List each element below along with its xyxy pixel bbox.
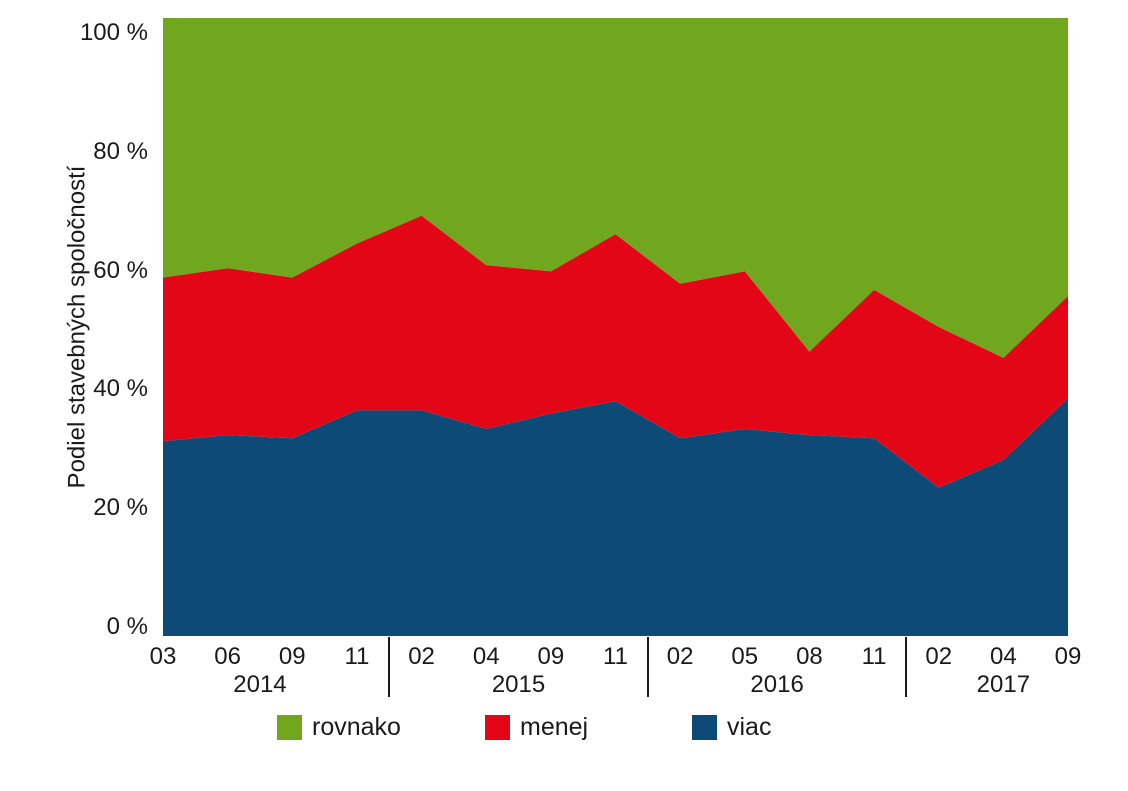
legend-item-menej: menej <box>485 713 588 742</box>
x-tick-label: 05 <box>731 643 759 670</box>
x-tick-label: 09 <box>278 643 306 670</box>
year-label: 2016 <box>750 671 804 698</box>
legend-label: menej <box>520 713 589 741</box>
x-tick-label: 02 <box>666 643 694 670</box>
legend-item-rovnako: rovnako <box>277 713 401 742</box>
x-tick-label: 03 <box>149 643 177 670</box>
x-tick-label: 04 <box>472 643 500 670</box>
x-tick-label: 06 <box>214 643 241 670</box>
area-rovnako <box>163 18 1068 358</box>
area-menej <box>163 215 1068 488</box>
x-tick-label: 02 <box>408 643 435 670</box>
y-axis-title: Podiel stavebných spoločností <box>63 165 91 489</box>
y-tick-label: 100 % <box>79 19 148 47</box>
year-separator <box>646 637 649 697</box>
area-viac <box>163 398 1068 636</box>
x-tick-label: 11 <box>861 643 887 670</box>
year-label: 2017 <box>976 671 1031 698</box>
legend-label: viac <box>727 713 772 741</box>
x-tick-label: 02 <box>925 643 953 670</box>
y-tick-label: 20 % <box>93 494 148 522</box>
year-label: 2015 <box>491 671 546 698</box>
x-tick-label: 08 <box>796 643 823 670</box>
legend-item-viac: viac <box>692 713 771 742</box>
legend-swatch-viac <box>692 715 717 740</box>
x-tick-label: 11 <box>344 643 370 670</box>
year-separator <box>388 637 391 697</box>
y-tick-label: 80 % <box>93 137 148 165</box>
x-tick-label: 09 <box>537 643 565 670</box>
y-tick-label: 60 % <box>93 256 148 284</box>
year-separator <box>905 637 908 697</box>
y-tick-label: 40 % <box>93 375 148 403</box>
y-tick-label: 0 % <box>106 612 148 640</box>
legend-swatch-rovnako <box>277 715 302 740</box>
x-tick-label: 11 <box>603 643 628 670</box>
legend-label: rovnako <box>312 713 401 741</box>
x-tick-label: 09 <box>1054 643 1082 670</box>
year-label: 2014 <box>233 671 287 698</box>
x-tick-label: 04 <box>989 643 1017 670</box>
legend-swatch-menej <box>485 715 510 740</box>
plot-area <box>163 18 1068 636</box>
